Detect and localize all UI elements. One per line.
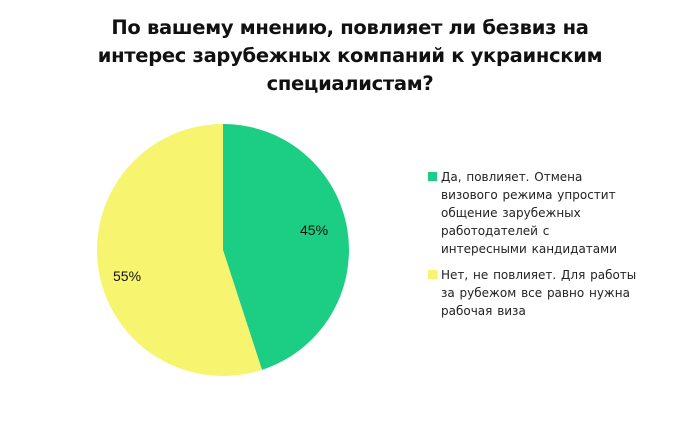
chart-title-line-3: специалистам? <box>266 72 434 95</box>
data-label-yes: 45% <box>300 222 328 238</box>
legend-text: Нет, не повлияет. Для работы <box>441 268 637 282</box>
legend-text: визового режима упростит <box>441 188 616 202</box>
legend-text: общение зарубежных <box>441 206 581 220</box>
legend-text: рабочая виза <box>441 304 526 318</box>
legend-swatch-no <box>428 270 437 279</box>
legend-text: работодателей с <box>441 224 550 238</box>
chart-title-line-1: По вашему мнению, повлияет ли безвиз на <box>111 16 589 39</box>
legend-text: Да, повлияет. Отмена <box>441 170 583 184</box>
pie-slice-no <box>96 123 262 377</box>
chart-title-line-2: интерес зарубежных компаний к украинским <box>97 44 603 67</box>
legend: Да, повлияет. Отмена визового режима упр… <box>428 168 678 328</box>
legend-text: интересными кандидатами <box>441 242 617 256</box>
legend-text: за рубежом все равно нужна <box>441 286 630 300</box>
chart-title: По вашему мнению, повлияет ли безвиз на … <box>40 14 660 98</box>
legend-item-no: Нет, не повлияет. Для работы за рубежом … <box>428 266 678 320</box>
legend-item-yes: Да, повлияет. Отмена визового режима упр… <box>428 168 678 258</box>
legend-swatch-yes <box>428 172 437 181</box>
data-label-no: 55% <box>113 268 141 284</box>
pie-slice-yes <box>223 124 349 370</box>
